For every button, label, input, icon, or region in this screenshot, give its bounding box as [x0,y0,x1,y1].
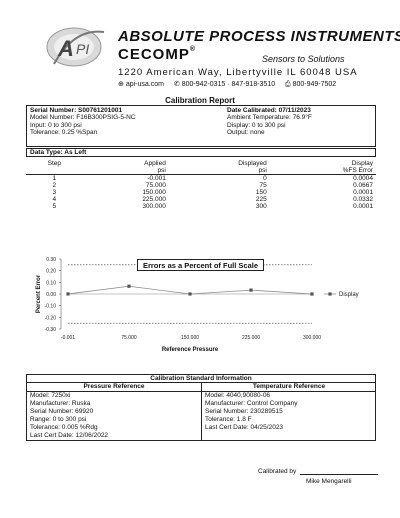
table-row: 2 75.000 75 0.0667 [52,182,373,189]
website: api-usa.com [125,81,164,88]
y-tick-label: 0.10 [46,280,56,286]
temp-ref-cert-date: Last Cert Date: 04/25/2023 [205,424,284,431]
col-step: Step [47,160,61,167]
x-tick-label: 225.000 [242,335,260,341]
table-row: 5 300.000 300 0.0001 [52,203,373,210]
fax-icon: ⎙ [285,81,291,88]
svg-text:A: A [57,36,74,61]
temp-ref-model: Model: 4040,90080-06 [205,392,271,399]
pressure-ref-manufacturer: Manufacturer: Ruska [30,400,91,407]
tagline: Sensors to Solutions [262,54,345,64]
x-tick-label: 300.000 [303,335,321,341]
col-error: Display [351,160,373,167]
brand-subtitle: CECOMP® [118,46,197,63]
temp-ref-serial: Serial Number: 230289515 [205,408,283,415]
temp-ref-tolerance: Tolerance: 1.8 F [205,416,252,423]
y-tick-label: 0.30 [46,257,56,263]
brand-title: ABSOLUTE PROCESS INSTRUMENTS [118,28,400,45]
pressure-ref-cert-date: Last Cert Date: 12/06/2022 [30,432,109,439]
instrument-info: Serial Number: S00761201001 Model Number… [26,105,376,147]
model-number: Model Number: F16B300PSIG-5-NC [30,114,136,122]
x-tick-label: 75.000 [121,335,137,341]
temperature-reference: Temperature Reference Model: 4040,90080-… [202,383,376,440]
legend-marker [328,292,332,296]
calibrator-name: Mike Mengarelli [306,478,352,485]
y-tick-label: -0.10 [45,304,57,310]
phone-icon: ✆ [173,81,180,88]
pressure-ref-tolerance: Tolerance: 0.005 %Rdg [30,424,98,431]
pressure-ref-range: Range: 0 to 300 psi [30,416,87,423]
data-point [188,292,192,296]
x-axis-label: Reference Pressure [162,347,219,353]
phone-numbers: 800-942-0315 · 847-918-3510 [181,81,276,88]
pressure-ref-model: Model: 7250xi [30,392,71,399]
calibration-table: Step Applied Displayed Display psi psi %… [26,160,376,210]
data-point [249,288,253,292]
data-type: Data Type: As Left [26,148,376,157]
data-point [127,284,131,288]
col-error-unit: %FS Error [269,167,376,175]
tolerance: Tolerance: 0.25 %Span [30,129,98,137]
display-range: Display: 0 to 300 psi [227,121,286,129]
date-calibrated: Date Calibrated: 07/11/2023 [227,107,311,114]
y-tick-label: -0.20 [45,315,57,321]
signature-line [300,474,378,475]
temperature-reference-heading: Temperature Reference [202,383,376,392]
y-tick-label: -0.30 [45,327,57,333]
col-applied: Applied [144,160,166,167]
col-displayed: Displayed [238,160,267,167]
data-point [310,292,314,296]
address: 1220 American Way, Libertyville IL 60048… [118,67,358,78]
temp-ref-manufacturer: Manufacturer: Control Company [205,400,298,407]
ambient-temperature: Ambient Temperature: 76.9°F [227,114,312,122]
report-title: Calibration Report [165,96,235,105]
table-row: 3 150.000 150 0.0001 [52,189,373,196]
error-chart: 0.30 0.20 0.10 0.00 -0.10 -0.20 -0.30 -0.001 75.… [36,257,359,353]
chart-title: Errors as a Percent of Full Scale [137,259,264,271]
pressure-reference-heading: Pressure Reference [27,383,201,392]
pressure-ref-serial: Serial Number: 69920 [30,408,94,415]
contact-line: ⊕ api-usa.com ✆ 800-942-0315 · 847-918-3… [118,80,336,89]
x-tick-label: 150.000 [181,335,199,341]
output-type: Output: none [227,129,265,137]
y-tick-label: 0.20 [46,269,56,275]
globe-icon: ⊕ [118,81,124,88]
col-displayed-unit: psi [168,167,270,175]
standards-box: Pressure Reference Model: 7250xi Manufac… [26,382,376,441]
y-tick-label: 0.00 [46,292,56,298]
table-row: 1 -0.001 0 0.0004 [52,175,373,182]
data-point [66,292,70,296]
calibrated-by-label: Calibrated by [258,468,297,475]
input-range: Input: 0 to 300 psi [30,121,82,129]
col-applied-unit: psi [82,167,169,175]
pressure-reference: Pressure Reference Model: 7250xi Manufac… [27,383,202,440]
x-tick-label: -0.001 [61,335,75,341]
svg-text:PI: PI [76,41,89,57]
table-row: 4 225.000 225 0.0332 [52,196,373,203]
fax-number: 800-949-7502 [292,81,337,88]
y-axis-label: Percent Error [36,274,42,313]
api-logo-icon: A PI [46,27,105,67]
legend-label: Display [339,292,359,298]
serial-number: Serial Number: S00761201001 [30,107,123,114]
